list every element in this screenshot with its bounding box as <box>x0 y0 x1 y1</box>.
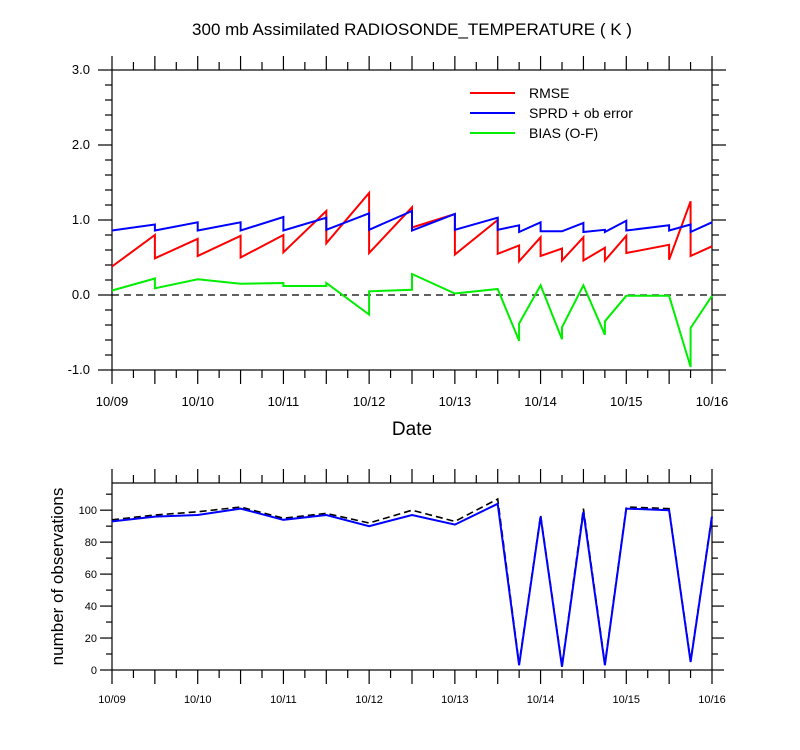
y-tick-label: 40 <box>85 601 97 613</box>
bottom-chart: 10/09 10/10 10/11 10/12 10/13 10/14 10/15 10/16… <box>48 469 726 706</box>
x-tick-label: 10/12 <box>353 394 386 409</box>
y-tick-label: 0.0 <box>72 287 90 302</box>
y-tick-label: 100 <box>79 505 97 517</box>
series-line-2 <box>111 272 713 368</box>
y-tick-label: 20 <box>85 633 97 645</box>
x-tick-label: 10/13 <box>439 394 472 409</box>
series-line-0 <box>111 190 713 268</box>
x-tick-label: 10/16 <box>698 694 726 706</box>
x-tick-label: 10/12 <box>355 694 383 706</box>
legend: RMSE SPRD + ob error BIAS (O-F) <box>470 85 633 141</box>
y-tick-label: 2.0 <box>72 137 90 152</box>
x-tick-label: 10/13 <box>441 694 469 706</box>
series-line-0 <box>111 497 713 666</box>
series-line-1 <box>111 502 713 667</box>
x-tick-label: 10/16 <box>696 394 729 409</box>
y-tick-label: 80 <box>85 537 97 549</box>
x-tick-label: 10/10 <box>184 694 212 706</box>
series-line-1 <box>111 209 713 234</box>
x-tick-label: 10/11 <box>268 394 300 409</box>
y-axis-label: number of observations <box>48 488 67 666</box>
legend-label: RMSE <box>529 85 569 101</box>
legend-label: BIAS (O-F) <box>529 125 598 141</box>
y-tick-label: 1.0 <box>72 212 90 227</box>
x-tick-label: 10/09 <box>98 694 126 706</box>
x-tick-label: 10/14 <box>527 694 555 706</box>
top-chart: 10/09 10/10 10/11 10/12 10/13 10/14 10/15 10/16… <box>68 20 729 440</box>
y-tick-label: 3.0 <box>72 62 90 77</box>
y-tick-label: 60 <box>85 569 97 581</box>
x-tick-label: 10/14 <box>524 394 557 409</box>
x-tick-label: 10/15 <box>613 694 641 706</box>
y-tick-label: -1.0 <box>68 362 90 377</box>
chart-title: 300 mb Assimilated RADIOSONDE_TEMPERATUR… <box>192 20 632 39</box>
x-axis-label: Date <box>392 419 432 440</box>
legend-label: SPRD + ob error <box>529 105 633 121</box>
y-tick-label: 0 <box>91 665 97 677</box>
x-tick-label: 10/10 <box>181 394 214 409</box>
x-tick-label: 10/15 <box>610 394 643 409</box>
x-tick-label: 10/11 <box>270 694 297 706</box>
x-tick-label: 10/09 <box>96 394 129 409</box>
